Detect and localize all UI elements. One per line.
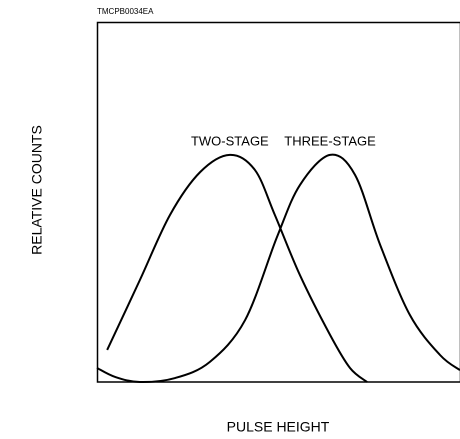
plot-frame — [96, 21, 460, 383]
x-axis-label: PULSE HEIGHT — [227, 419, 330, 435]
curve — [96, 153, 460, 384]
figure-code: TMCPB0034EA — [97, 7, 154, 16]
curve — [106, 153, 368, 383]
series-label: TWO-STAGE — [191, 133, 269, 148]
series-label: THREE-STAGE — [284, 133, 376, 148]
y-axis-label: RELATIVE COUNTS — [29, 125, 45, 255]
